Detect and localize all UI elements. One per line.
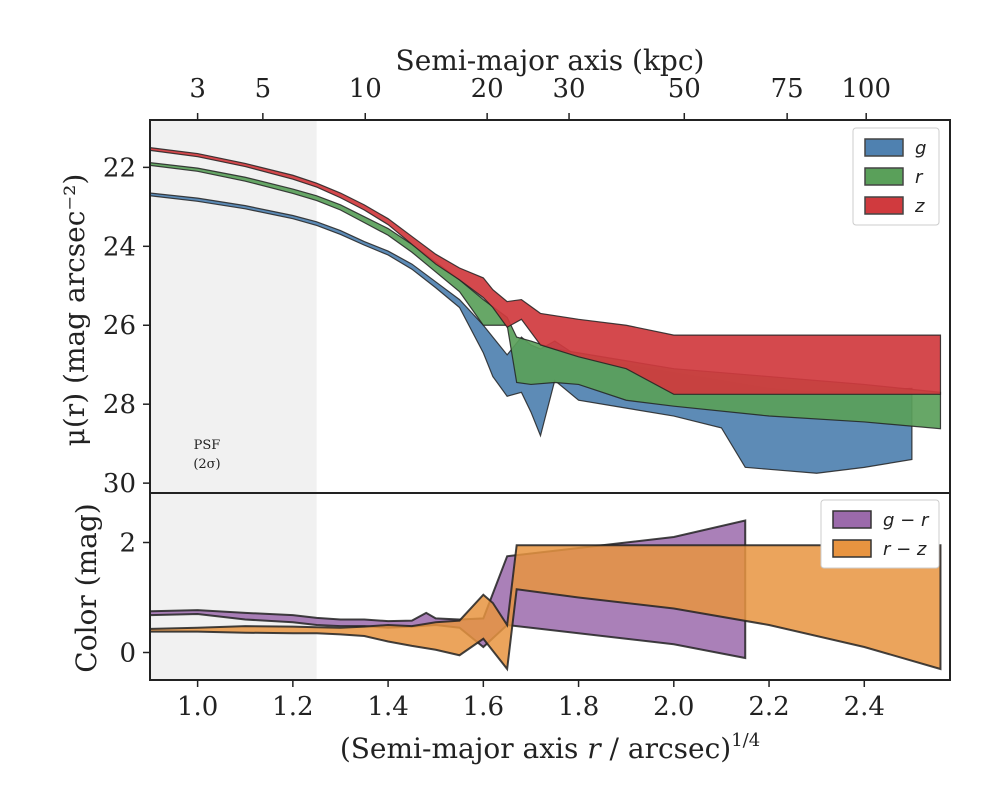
bottom-y-axis-label: Color (mag): [70, 503, 103, 672]
bottom-xtick-label: 1.4: [367, 692, 408, 722]
kpc-tick-label: 10: [349, 74, 382, 104]
legend-swatch: [832, 539, 872, 558]
top-ytick-label: 24: [103, 232, 136, 262]
bottom-ytick-label: 2: [119, 529, 136, 559]
top-kpc-axis: 3 5 10 20 30 50 75 100: [189, 74, 891, 120]
bottom-legend: g − r r − z: [820, 499, 940, 569]
legend-label: r − z: [883, 539, 927, 560]
legend-label: g − r: [883, 510, 930, 531]
top-ytick-label: 26: [103, 311, 136, 341]
legend-swatch: [832, 510, 872, 529]
legend-label: r: [915, 167, 924, 188]
bottom-x-axis-label: (Semi-major axis r / arcsec)1/4: [340, 730, 760, 765]
bottom-xtick-label: 2.4: [844, 692, 885, 722]
top-ytick-label: 30: [103, 469, 136, 499]
psf-label: PSF: [194, 438, 221, 453]
top-axis-title: Semi-major axis (kpc): [396, 44, 705, 77]
series-band-1: [151, 162, 942, 430]
bottom-xtick-label: 1.6: [463, 692, 504, 722]
bottom-panel-frame: [149, 492, 951, 681]
bottom-xtick-label: 1.8: [558, 692, 599, 722]
top-panel: PSF (2σ) 22 24 26 28 30 3 5 10 20 30 50 75 100 Semi…: [58, 44, 951, 499]
legend-swatch: [864, 167, 904, 186]
legend-swatch: [864, 138, 904, 157]
kpc-tick-label: 30: [553, 74, 586, 104]
legend-label: g: [915, 138, 926, 159]
kpc-tick-label: 3: [189, 74, 206, 104]
bottom-panel: 02 1.0 1.2 1.4 1.6 1.8 2.0 2.2 2.4 Color (mag) …: [70, 492, 951, 765]
bottom-xtick-label: 2.0: [653, 692, 694, 722]
top-legend: grz: [852, 127, 940, 226]
top-y-axis-label: μ(r) (mag arcsec⁻²): [58, 174, 91, 447]
psf-label-sigma: (2σ): [193, 457, 220, 472]
psf-shade-bottom: [151, 494, 317, 679]
psf-shade-top: [151, 121, 317, 492]
bottom-y-axis: 02: [119, 529, 150, 669]
kpc-tick-label: 20: [471, 74, 504, 104]
top-ytick-label: 22: [103, 153, 136, 183]
legend-swatch: [864, 196, 904, 215]
kpc-tick-label: 100: [841, 74, 891, 104]
bottom-xtick-label: 2.2: [748, 692, 789, 722]
legend-label: z: [914, 196, 925, 217]
bottom-ytick-label: 0: [119, 639, 136, 669]
top-y-axis: 22 24 26 28 30: [103, 153, 150, 499]
bottom-xtick-label: 1.2: [272, 692, 313, 722]
bottom-x-axis: 1.0 1.2 1.4 1.6 1.8 2.0 2.2 2.4: [177, 680, 885, 722]
kpc-tick-label: 50: [668, 74, 701, 104]
top-ytick-label: 28: [103, 390, 136, 420]
bottom-xtick-label: 1.0: [177, 692, 218, 722]
kpc-tick-label: 5: [255, 74, 272, 104]
series-band-2: [151, 147, 942, 395]
series-band-1: [151, 544, 942, 672]
top-series-group: [151, 147, 942, 474]
bottom-series-group: [151, 519, 942, 672]
kpc-tick-label: 75: [771, 74, 804, 104]
